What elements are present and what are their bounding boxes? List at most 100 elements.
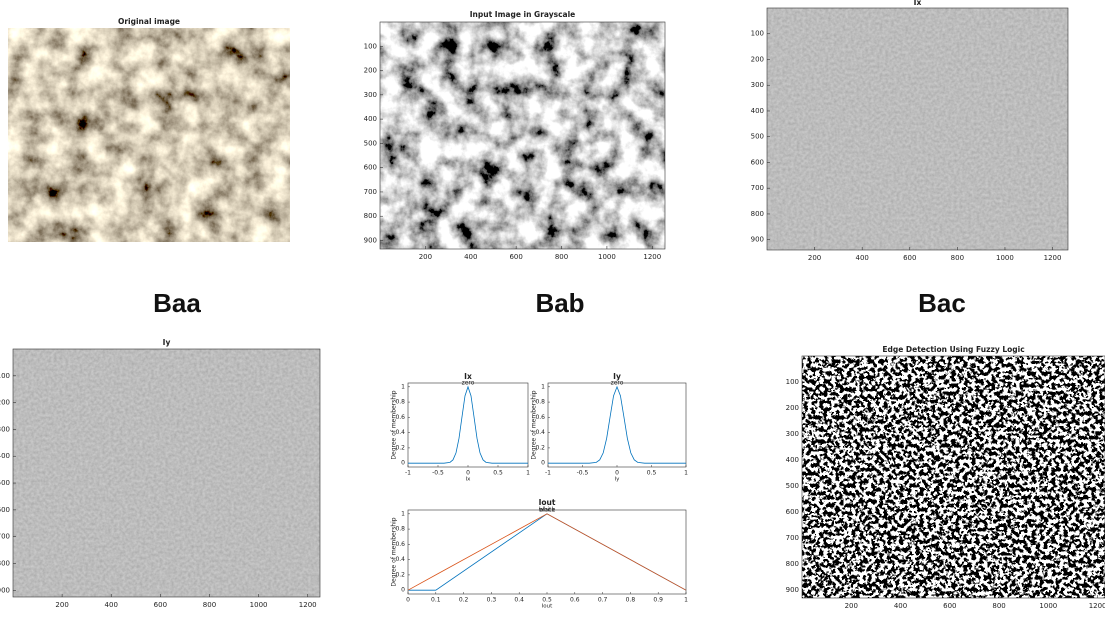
x-tick-label: 1000 (598, 253, 616, 261)
x-tick-label: 800 (951, 254, 964, 262)
y-tick-label: 900 (751, 236, 764, 244)
x-tick-label: 400 (894, 602, 907, 610)
y-tick-label: 700 (786, 534, 799, 542)
figure: Baa Bab Bac Original imageInput Image in… (0, 0, 1105, 617)
y-tick-label: 900 (0, 586, 10, 594)
y-tick-label: 500 (364, 139, 377, 147)
y-tick-label: 200 (751, 55, 764, 63)
y-tick-label: 300 (751, 81, 764, 89)
y-tick-label: 900 (364, 237, 377, 245)
y-tick-label: 1 (401, 510, 405, 517)
x-tick-label: 600 (943, 602, 956, 610)
image (380, 22, 665, 249)
y-axis-label: Degree of membership (391, 390, 398, 459)
y-tick-label: 100 (751, 30, 764, 38)
y-tick-label: 1 (541, 383, 545, 390)
axes-box (548, 383, 686, 467)
x-tick-label: 800 (992, 602, 1005, 610)
y-tick-label: 700 (0, 533, 10, 541)
y-axis-label: Degree of membership (391, 517, 398, 586)
y-tick-label: 200 (0, 399, 10, 407)
x-tick-label: 1000 (250, 601, 268, 609)
x-axis-label: Ix (466, 477, 472, 483)
x-tick-label: 0.4 (514, 597, 524, 604)
x-tick-label: 600 (903, 254, 916, 262)
y-tick-label: 300 (786, 430, 799, 438)
y-tick-label: 900 (786, 586, 799, 594)
y-tick-label: 400 (0, 452, 10, 460)
y-tick-label: 100 (364, 42, 377, 50)
x-axis-label: Iout (542, 604, 553, 610)
x-tick-label: -0.5 (577, 470, 589, 477)
x-tick-label: 800 (555, 253, 568, 261)
y-tick-label: 400 (786, 456, 799, 464)
x-tick-label: -0.5 (432, 470, 444, 477)
x-tick-label: 600 (154, 601, 167, 609)
x-tick-label: 800 (203, 601, 216, 609)
x-tick-label: 400 (105, 601, 118, 609)
x-tick-label: 0.1 (431, 597, 441, 604)
chart-title: Iy (163, 338, 171, 347)
y-tick-label: 200 (786, 404, 799, 412)
x-tick-label: 0 (406, 597, 410, 604)
y-tick-label: 400 (364, 115, 377, 123)
x-tick-label: 0 (615, 470, 619, 477)
x-tick-label: 200 (419, 253, 432, 261)
image (13, 349, 320, 597)
y-tick-label: 300 (0, 425, 10, 433)
x-tick-label: 200 (55, 601, 68, 609)
x-tick-label: 400 (855, 254, 868, 262)
chart-title: Edge Detection Using Fuzzy Logic (882, 345, 1024, 354)
x-tick-label: 0.9 (653, 597, 663, 604)
x-tick-label: 1 (684, 470, 688, 477)
chart-title: Ix (914, 0, 922, 7)
x-tick-label: 1200 (1089, 602, 1105, 610)
x-tick-label: 400 (464, 253, 477, 261)
x-tick-label: 1000 (996, 254, 1014, 262)
axes-box (408, 510, 686, 594)
x-tick-label: 1200 (1044, 254, 1062, 262)
x-tick-label: 600 (509, 253, 522, 261)
y-tick-label: 800 (786, 560, 799, 568)
x-tick-label: 0.7 (598, 597, 608, 604)
x-tick-label: 1000 (1039, 602, 1057, 610)
caption: Bab (535, 288, 584, 318)
x-tick-label: 1200 (643, 253, 661, 261)
x-tick-label: 200 (845, 602, 858, 610)
y-tick-label: 600 (786, 508, 799, 516)
x-tick-label: 1200 (299, 601, 317, 609)
y-tick-label: 600 (364, 164, 377, 172)
y-tick-label: 600 (751, 158, 764, 166)
x-tick-label: 0.3 (487, 597, 497, 604)
y-axis-label: Degree of membership (531, 390, 538, 459)
series-label: zero (462, 379, 475, 386)
y-tick-label: 0 (401, 587, 405, 594)
y-tick-label: 500 (786, 482, 799, 490)
y-tick-label: 500 (751, 133, 764, 141)
x-tick-label: 0.8 (626, 597, 636, 604)
page: Baa Bab Bac Original imageInput Image in… (0, 0, 1105, 617)
image (802, 356, 1105, 598)
x-tick-label: 200 (808, 254, 821, 262)
y-tick-label: 100 (786, 378, 799, 386)
x-tick-label: -1 (545, 470, 551, 477)
axes-box (408, 383, 528, 467)
y-tick-label: 200 (364, 67, 377, 75)
y-tick-label: 0 (541, 460, 545, 467)
y-tick-label: 0 (401, 460, 405, 467)
y-tick-label: 600 (0, 506, 10, 514)
y-tick-label: 500 (0, 479, 10, 487)
image (767, 8, 1068, 250)
x-tick-label: 0.2 (459, 597, 469, 604)
y-tick-label: 100 (0, 372, 10, 380)
x-tick-label: 0.5 (493, 470, 503, 477)
x-axis-label: Iy (615, 477, 621, 483)
image (8, 28, 290, 242)
y-tick-label: 1 (401, 383, 405, 390)
y-tick-label: 800 (0, 559, 10, 567)
caption: Bac (918, 288, 966, 318)
x-tick-label: 0.5 (542, 597, 552, 604)
y-tick-label: 300 (364, 91, 377, 99)
y-tick-label: 700 (364, 188, 377, 196)
y-tick-label: 800 (364, 212, 377, 220)
